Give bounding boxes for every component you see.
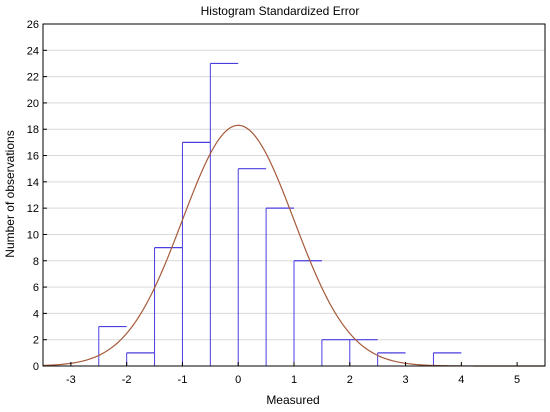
histogram-bar bbox=[237, 168, 267, 366]
y-tick-label: 20 bbox=[27, 98, 39, 110]
y-tick-label: 12 bbox=[27, 203, 39, 215]
histogram-bar bbox=[321, 339, 350, 366]
y-tick-label: 18 bbox=[27, 124, 39, 136]
y-axis-label: Number of observations bbox=[3, 130, 17, 257]
x-tick-label: 2 bbox=[347, 374, 353, 386]
histogram-bar bbox=[98, 325, 127, 366]
histogram-bar bbox=[154, 247, 183, 366]
chart-title: Histogram Standardized Error bbox=[201, 4, 360, 18]
x-tick-label: -2 bbox=[122, 374, 132, 386]
y-tick-label: 8 bbox=[33, 256, 39, 268]
histogram-bar bbox=[293, 260, 322, 366]
histogram-bar bbox=[432, 352, 462, 366]
x-tick-label: 5 bbox=[514, 374, 520, 386]
histogram-bars bbox=[98, 62, 462, 366]
y-tick-label: 2 bbox=[33, 335, 39, 347]
x-tick-label: 1 bbox=[291, 374, 297, 386]
histogram-bar bbox=[126, 352, 155, 366]
y-tick-label: 0 bbox=[33, 361, 39, 373]
x-axis-ticks: -3 -2 -1 0 1 2 3 4 5 bbox=[66, 362, 520, 386]
y-tick-label: 24 bbox=[27, 45, 39, 57]
x-tick-label: -3 bbox=[66, 374, 76, 386]
y-tick-label: 22 bbox=[27, 72, 39, 84]
x-tick-label: 3 bbox=[402, 374, 408, 386]
y-tick-label: 26 bbox=[27, 19, 39, 31]
x-axis-label: Measured bbox=[266, 393, 319, 407]
y-tick-label: 10 bbox=[27, 229, 39, 241]
x-tick-label: 0 bbox=[235, 374, 241, 386]
y-tick-label: 16 bbox=[27, 151, 39, 163]
histogram-bar bbox=[181, 141, 211, 366]
histogram-bar bbox=[209, 62, 239, 366]
y-tick-label: 4 bbox=[33, 308, 39, 320]
y-tick-label: 6 bbox=[33, 282, 39, 294]
x-tick-label: 4 bbox=[458, 374, 464, 386]
y-tick-label: 14 bbox=[27, 177, 39, 189]
histogram-bar bbox=[377, 352, 406, 366]
histogram-bar bbox=[349, 339, 378, 366]
x-tick-label: -1 bbox=[178, 374, 188, 386]
